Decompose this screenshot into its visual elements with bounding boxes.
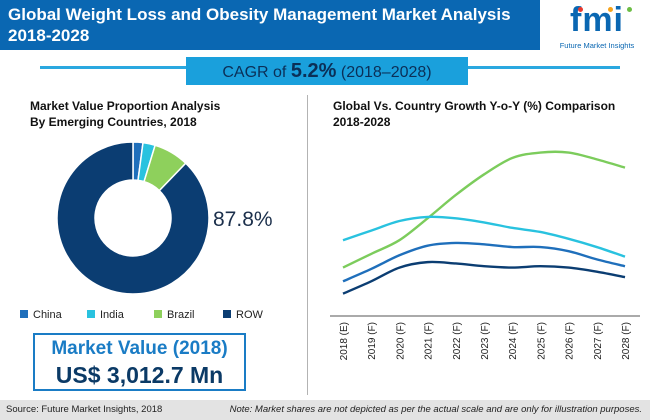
x-tick-label: 2023 (F) (480, 322, 491, 360)
footer-band: Source: Future Market Insights, 2018 Not… (0, 400, 650, 420)
x-tick-label: 2020 (F) (395, 322, 406, 360)
legend-swatch-india (87, 310, 95, 319)
cagr-period: (2018–2028) (340, 64, 432, 81)
cagr-value: 5.2% (290, 60, 337, 82)
logo-dot-orange (608, 7, 613, 12)
line-series-group (342, 150, 626, 295)
legend-label-china: China (33, 309, 62, 321)
legend-item-row: ROW (223, 307, 263, 323)
x-tick-label: 2025 (F) (536, 322, 547, 360)
x-tick-label: 2026 (F) (565, 322, 576, 360)
legend-item-brazil: Brazil (154, 307, 195, 323)
legend-item-china: China (20, 307, 62, 323)
legend-swatch-row (223, 310, 231, 319)
donut-title-line2: By Emerging Countries, 2018 (30, 115, 197, 129)
source-text: Source: Future Market Insights, 2018 (6, 404, 163, 415)
donut-data-label-row: 87.8% (213, 208, 273, 231)
x-tick-label: 2022 (F) (452, 322, 463, 360)
market-value-box: Market Value (2018) US$ 3,012.7 Mn (33, 333, 246, 391)
legend-swatch-brazil (154, 310, 162, 319)
donut-slice-row (56, 141, 210, 295)
line-title-line2: 2018-2028 (333, 115, 391, 129)
x-tick-label: 2027 (F) (593, 322, 604, 360)
donut-chart: 87.8% (56, 141, 273, 295)
donut-title-line1: Market Value Proportion Analysis (30, 99, 221, 113)
line-chart: 2018 (E) 2019 (F) 2020 (F) 2021 (F) 2022 (F)… (330, 150, 640, 360)
donut-legend: China India Brazil ROW (20, 307, 305, 323)
x-tick-labels: 2018 (E) 2019 (F) 2020 (F) 2021 (F) 2022 (F)… (339, 322, 632, 360)
series-line-china (342, 241, 626, 283)
logo-dot-green (627, 7, 632, 12)
series-line-global (342, 150, 626, 269)
cagr-banner: CAGR of 5.2% (2018–2028) (186, 57, 468, 85)
logo-subtitle: Future Market Insights (559, 41, 635, 50)
market-value-label: Market Value (2018) (51, 338, 228, 359)
fmi-logo: fmi Future Market Insights (548, 1, 646, 53)
note-text: Note: Market shares are not depicted as … (229, 404, 642, 415)
x-tick-label: 2018 (E) (339, 322, 350, 360)
x-tick-label: 2028 (F) (621, 322, 632, 360)
header-band (0, 0, 540, 50)
legend-label-brazil: Brazil (167, 309, 195, 321)
donut-chart-title: Market Value Proportion Analysis By Emer… (30, 98, 300, 130)
donut-slices (56, 141, 210, 295)
legend-label-row: ROW (236, 309, 263, 321)
legend-label-india: India (100, 309, 124, 321)
page-title: Global Weight Loss and Obesity Managemen… (8, 5, 511, 45)
x-tick-label: 2019 (F) (367, 322, 378, 360)
x-tick-label: 2021 (F) (424, 322, 435, 360)
line-chart-title: Global Vs. Country Growth Y-o-Y (%) Comp… (333, 98, 643, 130)
legend-item-india: India (87, 307, 124, 323)
x-tick-label: 2024 (F) (508, 322, 519, 360)
cagr-prefix: CAGR of (222, 64, 287, 81)
line-title-line1: Global Vs. Country Growth Y-o-Y (%) Comp… (333, 99, 616, 113)
legend-swatch-china (20, 310, 28, 319)
logo-dot-red (578, 7, 583, 12)
series-line-india (342, 215, 626, 258)
panel-divider (307, 95, 308, 395)
series-line-row (342, 260, 626, 295)
market-value-amount: US$ 3,012.7 Mn (55, 362, 224, 388)
